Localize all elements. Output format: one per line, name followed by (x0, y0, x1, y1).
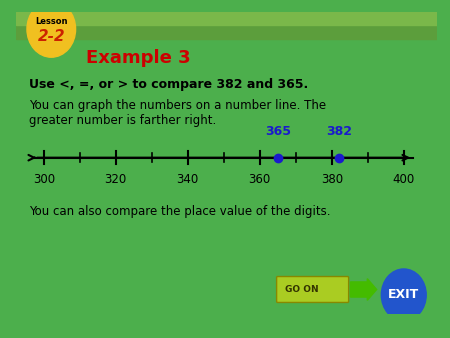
FancyArrow shape (351, 279, 377, 300)
Text: Use <, =, or > to compare 382 and 365.: Use <, =, or > to compare 382 and 365. (29, 78, 308, 91)
Text: Example 3: Example 3 (86, 49, 190, 67)
Text: You can also compare the place value of the digits.: You can also compare the place value of … (29, 205, 330, 218)
Bar (16, 12, 436, 25)
Text: 340: 340 (177, 173, 199, 186)
Circle shape (381, 269, 426, 321)
FancyBboxPatch shape (277, 276, 349, 303)
Text: 360: 360 (249, 173, 271, 186)
Text: 2-2: 2-2 (37, 29, 65, 44)
Text: 382: 382 (326, 125, 352, 138)
Text: greater number is farther right.: greater number is farther right. (29, 115, 216, 127)
Text: 320: 320 (105, 173, 127, 186)
Text: Lesson: Lesson (35, 17, 68, 26)
Text: 365: 365 (265, 125, 291, 138)
Text: GO ON: GO ON (285, 285, 319, 294)
Bar (16, 12, 436, 39)
Circle shape (27, 1, 76, 57)
Text: 380: 380 (321, 173, 343, 186)
Text: 400: 400 (393, 173, 415, 186)
Text: EXIT: EXIT (388, 288, 419, 301)
Text: You can graph the numbers on a number line. The: You can graph the numbers on a number li… (29, 99, 326, 112)
Text: 300: 300 (33, 173, 55, 186)
